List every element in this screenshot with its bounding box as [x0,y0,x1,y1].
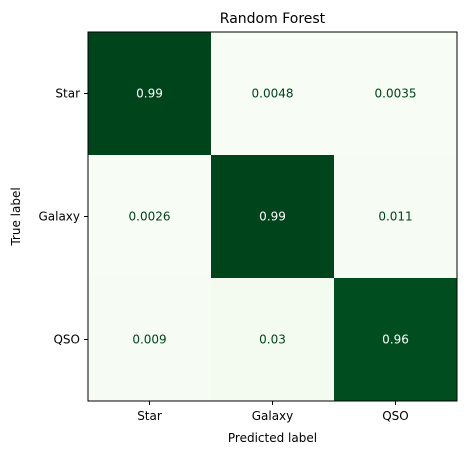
heatmap-cell-2-1 [211,278,335,402]
cell-value-label-2-0: 0.009 [132,333,166,347]
y-tick-label: QSO [53,333,80,347]
y-axis-label: True label [9,187,23,246]
x-ticks-layer: Star Galaxy QSO [137,401,409,423]
heatmap-cell-2-0 [88,278,212,402]
heatmap-cell-1-0 [88,155,212,279]
cell-value-label-2-1: 0.03 [259,333,286,347]
heatmap-cell-1-1 [211,155,335,279]
cell-labels-layer: 0.99 0.0048 0.0035 0.0026 0.99 0.011 0.009 0.03… [129,87,417,347]
x-tick-label: Galaxy [252,409,294,423]
x-tick-label: Star [137,409,162,423]
heatmap-cell-2-2 [334,278,458,402]
heatmap-cell-0-2 [334,32,458,156]
cell-value-label-0-1: 0.0048 [252,87,294,101]
heatmap-cell-0-0 [88,32,212,156]
cell-value-label-0-0: 0.99 [136,87,163,101]
heatmap-cell-1-2 [334,155,458,279]
x-tick-label: QSO [382,409,409,423]
chart-title: Random Forest [220,11,326,27]
heatmap-cell-0-1 [211,32,335,156]
cell-value-label-1-1: 0.99 [259,210,286,224]
cells-layer [88,32,458,402]
y-ticks-layer: Star Galaxy QSO [38,87,88,347]
cell-value-label-2-2: 0.96 [382,333,409,347]
y-tick-label: Galaxy [38,210,80,224]
x-axis-label: Predicted label [228,431,317,445]
cell-value-label-1-2: 0.011 [378,210,412,224]
y-tick-label: Star [55,87,80,101]
cell-value-label-0-2: 0.0035 [375,87,417,101]
cell-value-label-1-0: 0.0026 [129,210,171,224]
